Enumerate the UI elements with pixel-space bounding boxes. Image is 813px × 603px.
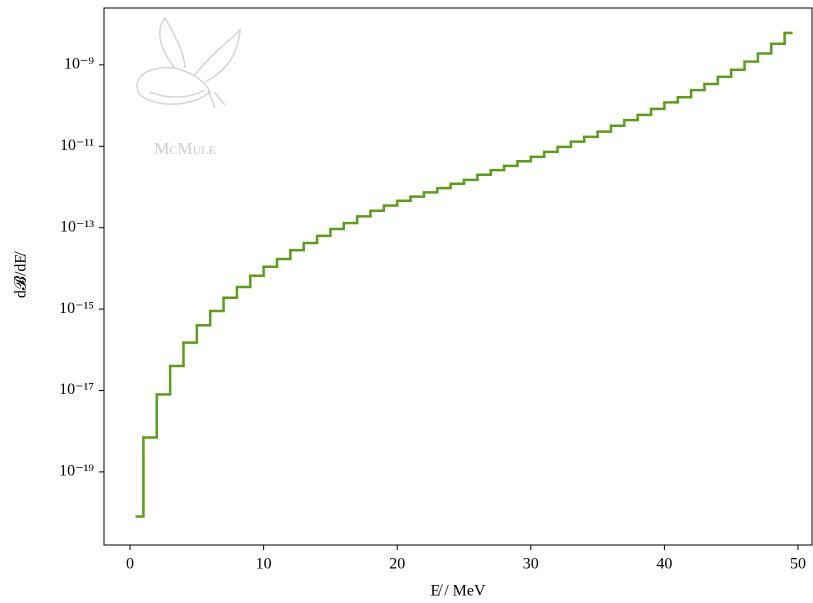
y-axis-label: d𝓑/dE̸ (13, 251, 30, 298)
y-tick-label: 10⁻¹⁵ (59, 300, 94, 317)
y-tick-label: 10⁻⁹ (64, 56, 94, 73)
x-tick-label: 0 (126, 556, 134, 573)
y-tick-label: 10⁻¹⁷ (59, 381, 94, 398)
x-tick-label: 20 (389, 556, 405, 573)
y-tick-label: 10⁻¹³ (60, 218, 94, 235)
x-tick-label: 10 (256, 556, 272, 573)
y-tick-label: 10⁻¹⁹ (59, 463, 94, 480)
watermark: McMule (154, 139, 216, 158)
x-tick-label: 40 (656, 556, 672, 573)
x-axis-label: E̸ / MeV (430, 583, 486, 600)
plot-frame (103, 7, 813, 546)
logo (136, 16, 241, 109)
y-tick-label: 10⁻¹¹ (60, 137, 94, 154)
x-tick-label: 30 (523, 556, 539, 573)
x-tick-label: 50 (790, 556, 806, 573)
